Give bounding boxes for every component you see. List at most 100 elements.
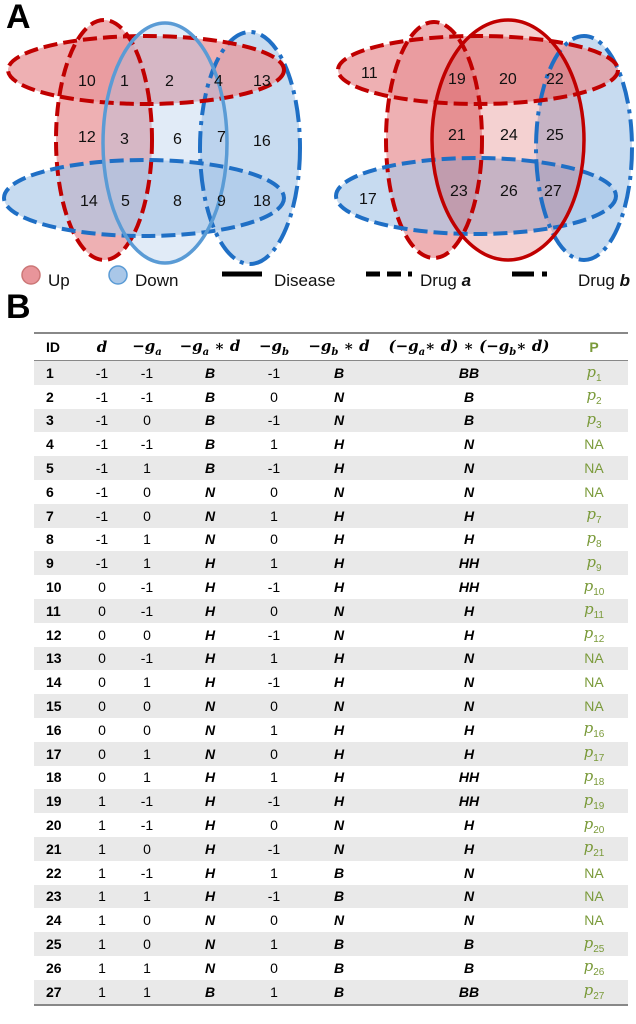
cell-neg-ga: 0 bbox=[143, 912, 151, 929]
left-drug-a-outline bbox=[54, 18, 154, 262]
p-subscript: 12 bbox=[593, 634, 605, 646]
cell-product: B bbox=[463, 412, 475, 429]
cell-neg-ga: 0 bbox=[143, 840, 151, 857]
cell-neg-gb-times-d: N bbox=[333, 602, 345, 619]
cell-p: p26 bbox=[560, 956, 628, 980]
p-subscript: 2 bbox=[596, 396, 602, 408]
table-row: 15 0 0 N 0 N N NA bbox=[34, 694, 628, 718]
region-label: 12 bbox=[78, 129, 96, 146]
p-subscript: 25 bbox=[593, 943, 605, 955]
cell-neg-gb: 0 bbox=[270, 745, 278, 762]
cell-p: p1 bbox=[560, 361, 628, 385]
table-row: 13 0 -1 H 1 H N NA bbox=[34, 646, 628, 671]
cell-neg-gb: -1 bbox=[267, 793, 281, 810]
region-label: 3 bbox=[120, 131, 129, 148]
region-label: 27 bbox=[544, 183, 562, 200]
cell-neg-gb-times-d: H bbox=[333, 436, 345, 453]
cell-d: 0 bbox=[98, 579, 106, 596]
cell-neg-gb: -1 bbox=[267, 460, 281, 477]
cell-product: BB bbox=[458, 364, 480, 381]
cell-product: B bbox=[463, 936, 475, 953]
cell-neg-ga: 0 bbox=[143, 412, 151, 429]
cell-neg-gb-times-d: N bbox=[333, 817, 345, 834]
results-table-wrap: ID d −ga −ga ∗ d −gb −gb ∗ d (−ga∗ d) ∗ … bbox=[34, 332, 628, 1006]
cell-product: B bbox=[463, 959, 475, 976]
cell-neg-ga: 1 bbox=[143, 983, 151, 1000]
cell-p: NA bbox=[560, 670, 628, 694]
cell-id: 15 bbox=[46, 698, 62, 715]
cell-neg-gb: 1 bbox=[270, 436, 278, 453]
table-row: 22 1 -1 H 1 B N NA bbox=[34, 861, 628, 885]
cell-id: 7 bbox=[46, 507, 54, 524]
p-subscript: 3 bbox=[596, 419, 602, 431]
cell-neg-gb-times-d: H bbox=[333, 793, 345, 810]
p-value: NA bbox=[584, 912, 604, 929]
p-value: p bbox=[583, 719, 594, 738]
cell-p: NA bbox=[560, 694, 628, 718]
header-id: ID bbox=[34, 333, 82, 361]
cell-neg-ga-times-d: B bbox=[204, 436, 216, 453]
cell-neg-ga: -1 bbox=[140, 436, 154, 453]
table-row: 27 1 1 B 1 B BB p27 bbox=[34, 979, 628, 1005]
cell-neg-gb: -1 bbox=[267, 840, 281, 857]
cell-d: 1 bbox=[98, 912, 106, 929]
left-up-fill bbox=[8, 36, 284, 104]
cell-neg-ga-times-d: N bbox=[204, 912, 216, 929]
p-value: p bbox=[584, 600, 594, 619]
cell-product: N bbox=[463, 460, 475, 477]
cell-neg-gb-times-d: B bbox=[333, 364, 345, 381]
cell-neg-ga-times-d: H bbox=[204, 817, 216, 834]
cell-id: 25 bbox=[46, 936, 62, 953]
cell-neg-ga-times-d: N bbox=[204, 959, 216, 976]
p-subscript: 27 bbox=[593, 991, 605, 1003]
cell-neg-ga: 1 bbox=[143, 769, 151, 786]
cell-neg-ga: -1 bbox=[140, 817, 154, 834]
cell-product: H bbox=[463, 745, 475, 762]
cell-p: p25 bbox=[560, 932, 628, 956]
cell-product: H bbox=[463, 840, 475, 857]
p-value: p bbox=[583, 624, 594, 643]
region-label: 10 bbox=[78, 73, 96, 90]
cell-product: N bbox=[463, 912, 475, 929]
panel-label-b: B bbox=[6, 288, 31, 326]
cell-p: p21 bbox=[560, 837, 628, 861]
cell-product: HH bbox=[458, 579, 480, 596]
cell-d: 1 bbox=[98, 840, 106, 857]
legend-down-label: Down bbox=[135, 271, 178, 290]
right-drug-b-outline bbox=[534, 34, 634, 262]
table-row: 4 -1 -1 B 1 H N NA bbox=[34, 432, 628, 456]
cell-product: HH bbox=[458, 769, 480, 786]
cell-product: N bbox=[463, 864, 475, 881]
left-up-outline bbox=[6, 34, 286, 106]
p-value: NA bbox=[584, 674, 604, 691]
cell-product: H bbox=[463, 626, 475, 643]
region-label: 1 bbox=[120, 73, 129, 90]
cell-neg-ga: 0 bbox=[143, 698, 151, 715]
cell-d: -1 bbox=[95, 412, 109, 429]
p-value: NA bbox=[584, 888, 604, 905]
cell-neg-gb-times-d: N bbox=[333, 626, 345, 643]
cell-id: 17 bbox=[46, 745, 62, 762]
table-row: 14 0 1 H -1 H N NA bbox=[34, 670, 628, 694]
region-label: 16 bbox=[253, 133, 271, 150]
region-label: 21 bbox=[448, 127, 466, 144]
cell-neg-ga: -1 bbox=[140, 793, 154, 810]
cell-d: -1 bbox=[95, 507, 109, 524]
right-up-fill bbox=[338, 36, 618, 104]
p-value: NA bbox=[584, 698, 604, 715]
p-subscript: 20 bbox=[593, 824, 605, 836]
cell-p: p27 bbox=[560, 980, 628, 1005]
region-label: 11 bbox=[361, 65, 378, 82]
cell-product: B bbox=[463, 388, 475, 405]
results-table: ID d −ga −ga ∗ d −gb −gb ∗ d (−ga∗ d) ∗ … bbox=[34, 332, 628, 1006]
cell-d: 1 bbox=[98, 888, 106, 905]
cell-neg-gb: 1 bbox=[270, 555, 278, 572]
cell-p: NA bbox=[560, 456, 628, 480]
p-value: p bbox=[586, 362, 597, 381]
cell-d: 1 bbox=[98, 864, 106, 881]
cell-d: 1 bbox=[98, 983, 106, 1000]
